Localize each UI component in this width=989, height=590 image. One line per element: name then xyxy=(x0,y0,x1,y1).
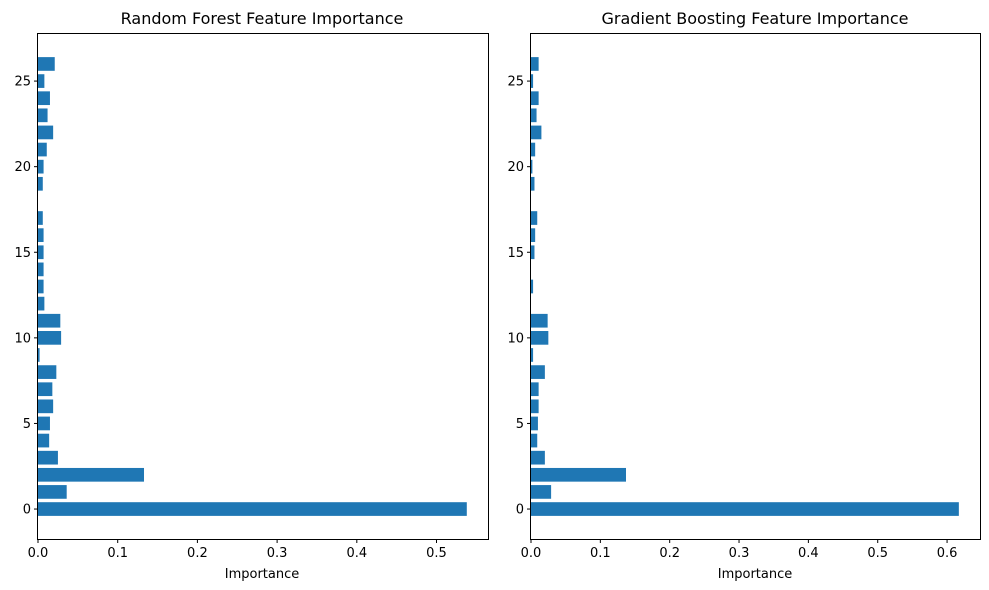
gradient-boosting-bar-26 xyxy=(531,57,539,71)
random-forest-y-tick-label: 25 xyxy=(14,75,31,90)
random-forest-bar-16 xyxy=(38,228,44,242)
random-forest-y-ticks: 0 5 10 15 20 25 xyxy=(14,75,38,518)
random-forest-bar-0 xyxy=(38,502,467,516)
random-forest-x-tick-label: 0.5 xyxy=(426,546,447,561)
gradient-boosting-bar-8 xyxy=(531,365,545,379)
gradient-boosting-bar-21 xyxy=(531,142,536,157)
random-forest-chart: Random Forest Feature Importance 0.0 0.1 0… xyxy=(14,9,489,582)
gradient-boosting-bar-20 xyxy=(531,159,533,174)
random-forest-x-tick-label: 0.1 xyxy=(107,546,128,561)
random-forest-bar-19 xyxy=(38,176,43,191)
gradient-boosting-x-tick-label: 0.0 xyxy=(521,546,542,561)
gradient-boosting-plot-frame xyxy=(530,33,981,540)
random-forest-y-tick-label: 10 xyxy=(14,331,31,346)
random-forest-bar-6 xyxy=(38,399,54,414)
random-forest-bar-9 xyxy=(38,348,40,362)
gradient-boosting-bar-25 xyxy=(531,74,534,88)
random-forest-bar-11 xyxy=(38,313,61,328)
random-forest-bar-13 xyxy=(38,279,44,294)
random-forest-bar-23 xyxy=(38,108,48,123)
gradient-boosting-x-ticks: 0.0 0.1 0.2 0.3 0.4 0.5 0.6 xyxy=(521,539,958,561)
gradient-boosting-y-tick-label: 5 xyxy=(516,417,524,432)
gradient-boosting-y-tick-label: 15 xyxy=(507,246,524,261)
gradient-boosting-x-tick-label: 0.5 xyxy=(867,546,888,561)
gradient-boosting-bar-10 xyxy=(531,331,549,345)
random-forest-bar-15 xyxy=(38,245,44,260)
random-forest-x-tick-label: 0.4 xyxy=(346,546,367,561)
random-forest-bar-26 xyxy=(38,57,55,71)
gradient-boosting-bar-23 xyxy=(531,108,537,123)
random-forest-x-axis-label: Importance xyxy=(225,567,300,582)
random-forest-title: Random Forest Feature Importance xyxy=(121,9,404,28)
random-forest-bar-8 xyxy=(38,365,57,379)
random-forest-bar-4 xyxy=(38,433,50,448)
gradient-boosting-chart: Gradient Boosting Feature Importance 0.0… xyxy=(507,9,981,582)
random-forest-bar-12 xyxy=(38,296,45,311)
gradient-boosting-bar-9 xyxy=(531,348,534,362)
random-forest-bar-2 xyxy=(38,467,145,482)
random-forest-bar-14 xyxy=(38,262,44,277)
random-forest-bar-21 xyxy=(38,142,47,157)
random-forest-bar-1 xyxy=(38,485,67,499)
gradient-boosting-bar-4 xyxy=(531,433,538,448)
random-forest-bar-10 xyxy=(38,331,62,345)
gradient-boosting-bar-17 xyxy=(531,211,538,225)
random-forest-bars xyxy=(38,57,467,516)
random-forest-bar-5 xyxy=(38,416,50,431)
random-forest-plot-frame xyxy=(37,33,489,540)
random-forest-y-tick-label: 5 xyxy=(23,417,31,432)
gradient-boosting-bar-1 xyxy=(531,485,552,499)
gradient-boosting-bar-16 xyxy=(531,228,536,242)
gradient-boosting-y-tick-label: 0 xyxy=(516,503,524,518)
gradient-boosting-x-tick-label: 0.4 xyxy=(798,546,819,561)
random-forest-y-tick-label: 0 xyxy=(23,503,31,518)
gradient-boosting-y-ticks: 0 5 10 15 20 25 xyxy=(507,75,531,518)
random-forest-y-tick-label: 20 xyxy=(14,160,31,175)
gradient-boosting-bar-22 xyxy=(531,125,542,140)
gradient-boosting-bar-0 xyxy=(531,502,959,516)
gradient-boosting-bar-5 xyxy=(531,416,538,431)
random-forest-x-ticks: 0.0 0.1 0.2 0.3 0.4 0.5 xyxy=(28,539,447,561)
gradient-boosting-bars xyxy=(531,57,959,516)
gradient-boosting-bar-2 xyxy=(531,467,627,482)
gradient-boosting-x-tick-label: 0.6 xyxy=(937,546,958,561)
gradient-boosting-bar-11 xyxy=(531,313,548,328)
gradient-boosting-bar-19 xyxy=(531,176,535,191)
random-forest-bar-3 xyxy=(38,450,58,465)
gradient-boosting-y-tick-label: 25 xyxy=(507,75,524,90)
random-forest-x-tick-label: 0.0 xyxy=(28,546,49,561)
random-forest-bar-7 xyxy=(38,382,53,397)
gradient-boosting-bar-3 xyxy=(531,450,545,465)
random-forest-x-tick-label: 0.2 xyxy=(187,546,208,561)
gradient-boosting-bar-13 xyxy=(531,279,534,294)
gradient-boosting-y-tick-label: 20 xyxy=(507,160,524,175)
gradient-boosting-bar-6 xyxy=(531,399,539,414)
random-forest-bar-22 xyxy=(38,125,54,140)
gradient-boosting-x-axis-label: Importance xyxy=(718,567,793,582)
random-forest-bar-25 xyxy=(38,74,45,88)
gradient-boosting-bar-7 xyxy=(531,382,539,397)
gradient-boosting-y-tick-label: 10 xyxy=(507,331,524,346)
gradient-boosting-x-tick-label: 0.1 xyxy=(590,546,611,561)
random-forest-bar-17 xyxy=(38,211,43,225)
gradient-boosting-bar-15 xyxy=(531,245,535,260)
gradient-boosting-bar-24 xyxy=(531,91,539,106)
gradient-boosting-x-tick-label: 0.2 xyxy=(659,546,680,561)
gradient-boosting-title: Gradient Boosting Feature Importance xyxy=(602,9,909,28)
gradient-boosting-x-tick-label: 0.3 xyxy=(729,546,750,561)
random-forest-x-tick-label: 0.3 xyxy=(267,546,288,561)
random-forest-bar-24 xyxy=(38,91,50,106)
random-forest-bar-20 xyxy=(38,159,44,174)
random-forest-y-tick-label: 15 xyxy=(14,246,31,261)
